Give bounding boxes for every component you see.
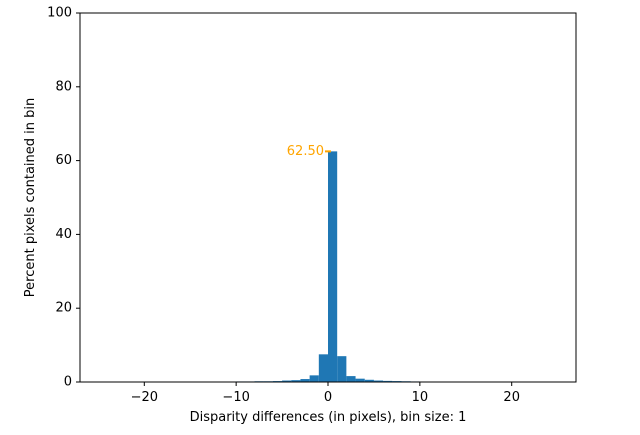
histogram-bar [355, 378, 365, 382]
x-tick-label: 20 [503, 390, 520, 405]
histogram-bar [337, 356, 347, 382]
y-axis-ticks: 0 20 40 60 80 100 [47, 6, 80, 390]
y-axis-label: Percent pixels contained in bin [23, 98, 38, 297]
y-tick-label: 0 [64, 375, 72, 390]
y-tick-label: 60 [55, 153, 72, 168]
x-tick-label: −10 [222, 390, 249, 405]
x-tick-label: 10 [412, 390, 429, 405]
y-tick-label: 100 [47, 6, 72, 21]
x-tick-label: 0 [324, 390, 332, 405]
x-axis-ticks: −20 −10 0 10 20 [131, 382, 520, 405]
peak-annotation-group: 62.50 [287, 144, 331, 159]
y-tick-label: 20 [55, 301, 72, 316]
histogram-bar [373, 380, 384, 382]
x-axis-label: Disparity differences (in pixels), bin s… [190, 410, 467, 425]
x-tick-label: −20 [131, 390, 158, 405]
histogram-bar [364, 379, 374, 382]
histogram-bar [309, 375, 319, 382]
histogram-bar [282, 380, 292, 382]
bars-group [236, 151, 420, 382]
histogram-bar [328, 151, 338, 382]
histogram-bar [346, 376, 356, 382]
y-tick-label: 40 [55, 227, 72, 242]
peak-annotation-label: 62.50 [287, 144, 324, 159]
histogram-bar [291, 380, 301, 382]
y-tick-label: 80 [55, 79, 72, 94]
histogram-bar [318, 354, 328, 382]
histogram-bar [300, 379, 310, 382]
histogram-bar [383, 380, 393, 382]
